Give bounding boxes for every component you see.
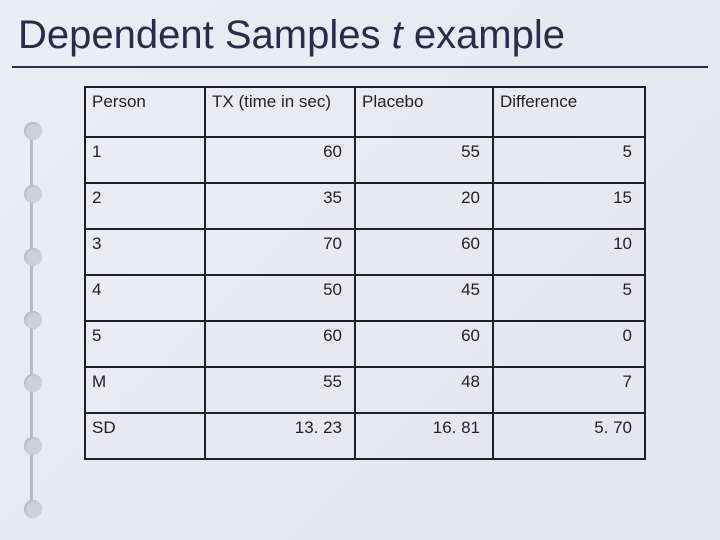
- table-row: 560600: [85, 321, 645, 367]
- table-row: 2352015: [85, 183, 645, 229]
- row-label: SD: [85, 413, 205, 459]
- col-tx: TX (time in sec): [205, 87, 355, 137]
- cell-value: 5: [493, 275, 645, 321]
- cell-value: 7: [493, 367, 645, 413]
- cell-value: 35: [205, 183, 355, 229]
- table-row: 450455: [85, 275, 645, 321]
- row-label: 5: [85, 321, 205, 367]
- cell-value: 45: [355, 275, 493, 321]
- row-label: 4: [85, 275, 205, 321]
- slide-title: Dependent Samples t example: [12, 6, 708, 68]
- table-row: M55487: [85, 367, 645, 413]
- table-row: 3706010: [85, 229, 645, 275]
- cell-value: 60: [205, 137, 355, 183]
- cell-value: 5: [493, 137, 645, 183]
- table-header-row: Person TX (time in sec) Placebo Differen…: [85, 87, 645, 137]
- data-table: Person TX (time in sec) Placebo Differen…: [84, 86, 646, 460]
- title-part1: Dependent Samples: [18, 13, 392, 57]
- row-label: 3: [85, 229, 205, 275]
- cell-value: 5. 70: [493, 413, 645, 459]
- row-label: 1: [85, 137, 205, 183]
- col-placebo: Placebo: [355, 87, 493, 137]
- cell-value: 70: [205, 229, 355, 275]
- cell-value: 50: [205, 275, 355, 321]
- col-person: Person: [85, 87, 205, 137]
- row-label: M: [85, 367, 205, 413]
- title-part2: example: [403, 13, 565, 57]
- cell-value: 60: [355, 229, 493, 275]
- cell-value: 20: [355, 183, 493, 229]
- cell-value: 15: [493, 183, 645, 229]
- cell-value: 60: [355, 321, 493, 367]
- row-label: 2: [85, 183, 205, 229]
- cell-value: 60: [205, 321, 355, 367]
- cell-value: 0: [493, 321, 645, 367]
- cell-value: 16. 81: [355, 413, 493, 459]
- slide-content: Dependent Samples t example Person TX (t…: [12, 6, 708, 534]
- cell-value: 55: [205, 367, 355, 413]
- table-row: 160555: [85, 137, 645, 183]
- table-row: SD13. 2316. 815. 70: [85, 413, 645, 459]
- cell-value: 10: [493, 229, 645, 275]
- cell-value: 13. 23: [205, 413, 355, 459]
- cell-value: 48: [355, 367, 493, 413]
- table-container: Person TX (time in sec) Placebo Differen…: [84, 86, 644, 460]
- title-italic: t: [392, 13, 403, 57]
- cell-value: 55: [355, 137, 493, 183]
- col-difference: Difference: [493, 87, 645, 137]
